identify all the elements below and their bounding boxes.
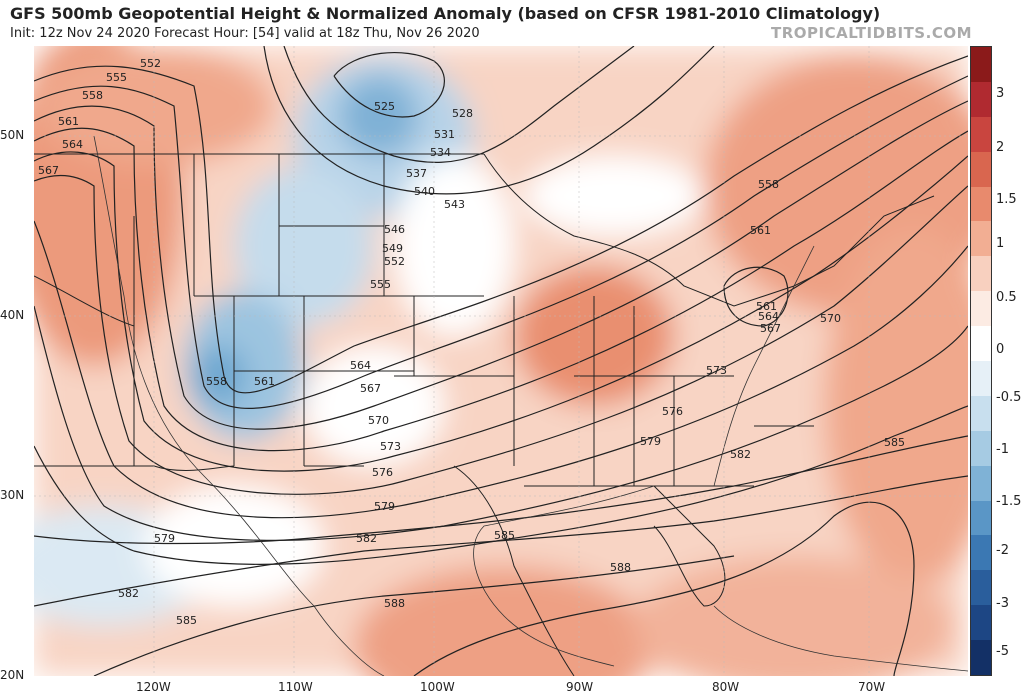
contour-label: 564	[62, 138, 83, 151]
colorbar-label: -5	[996, 644, 1009, 659]
lat-label: 30N	[0, 488, 25, 502]
contour-label: 579	[640, 435, 661, 448]
contour-label: 549	[382, 242, 403, 255]
colorbar-segment	[971, 570, 991, 606]
contour-label: 582	[730, 448, 751, 461]
colorbar-segment	[971, 151, 991, 187]
colorbar-segment	[971, 640, 991, 676]
colorbar-label: 1.5	[996, 192, 1017, 207]
lon-label: 100W	[420, 680, 455, 694]
colorbar-label: -0.5	[996, 390, 1022, 405]
contour-label: 579	[154, 532, 175, 545]
colorbar-label: -1.5	[996, 494, 1022, 509]
colorbar-segment	[971, 395, 991, 431]
lon-label: 80W	[712, 680, 740, 694]
contour-label: 555	[106, 71, 127, 84]
political-borders	[34, 153, 935, 676]
contour-label: 561	[254, 375, 275, 388]
brand-watermark: TROPICALTIDBITS.COM	[771, 24, 972, 42]
contour-label: 570	[820, 312, 841, 325]
contour-label: 564	[758, 310, 779, 323]
colorbar-segment	[971, 500, 991, 536]
contour-label: 585	[176, 614, 197, 627]
colorbar-label: 1	[996, 236, 1005, 251]
anomaly-colorbar	[970, 46, 992, 676]
colorbar-label: 0.5	[996, 290, 1017, 305]
lon-label: 90W	[566, 680, 594, 694]
colorbar-label: -2	[996, 543, 1009, 558]
contour-label: 534	[430, 146, 451, 159]
anomaly-shading	[34, 46, 968, 676]
contour-label: 567	[760, 322, 781, 335]
contour-label: 537	[406, 167, 427, 180]
colorbar-label: -1	[996, 442, 1009, 457]
contour-label: 582	[118, 587, 139, 600]
colorbar-segment	[971, 221, 991, 257]
colorbar-segment	[971, 361, 991, 396]
contour-label: 576	[372, 466, 393, 479]
contour-label: 525	[374, 100, 395, 113]
contour-label: 546	[384, 223, 405, 236]
contour-label: 582	[356, 532, 377, 545]
map-subtitle: Init: 12z Nov 24 2020 Forecast Hour: [54…	[10, 26, 480, 41]
colorbar-segment	[971, 256, 991, 292]
contour-label: 588	[610, 561, 631, 574]
graticule	[34, 46, 968, 676]
colorbar-segment	[971, 430, 991, 466]
contour-label: 531	[434, 128, 455, 141]
contour-labels: 552 555 558 561 564 567 525 528 531 534 …	[38, 57, 905, 627]
map-title: GFS 500mb Geopotential Height & Normaliz…	[10, 4, 881, 23]
colorbar-label: -3	[996, 596, 1009, 611]
contour-label: 576	[662, 405, 683, 418]
lat-label: 20N	[0, 668, 25, 682]
contour-label: 528	[452, 107, 473, 120]
colorbar-label: 3	[996, 86, 1005, 101]
contour-label: 585	[494, 529, 515, 542]
contour-label: 552	[384, 255, 405, 268]
colorbar-label: 2	[996, 140, 1005, 155]
colorbar-segment	[971, 186, 991, 222]
contour-label: 564	[350, 359, 371, 372]
colorbar-segment	[971, 291, 991, 327]
colorbar-label: 0	[996, 342, 1005, 357]
contour-label: 570	[368, 414, 389, 427]
contour-label: 573	[706, 364, 727, 377]
contour-label: 567	[360, 382, 381, 395]
contour-label: 561	[756, 300, 777, 313]
contour-label: 585	[884, 436, 905, 449]
weather-map: 552 555 558 561 564 567 525 528 531 534 …	[34, 46, 968, 676]
contour-label: 558	[206, 375, 227, 388]
colorbar-segment	[971, 535, 991, 571]
contour-label: 573	[380, 440, 401, 453]
contour-label: 561	[58, 115, 79, 128]
contour-label: 567	[38, 164, 59, 177]
colorbar-segment	[971, 47, 991, 82]
contour-label: 561	[750, 224, 771, 237]
contour-label: 558	[82, 89, 103, 102]
lon-label: 70W	[858, 680, 886, 694]
lat-label: 40N	[0, 308, 25, 322]
colorbar-segment	[971, 465, 991, 501]
contour-label: 555	[370, 278, 391, 291]
colorbar-segment	[971, 116, 991, 152]
lon-label: 110W	[278, 680, 313, 694]
contour-label: 558	[758, 178, 779, 191]
contour-label: 543	[444, 198, 465, 211]
lon-label: 120W	[136, 680, 171, 694]
contour-label: 540	[414, 185, 435, 198]
coastlines	[93, 135, 968, 676]
contour-label: 552	[140, 57, 161, 70]
colorbar-segment	[971, 326, 991, 362]
lat-label: 50N	[0, 128, 25, 142]
colorbar-segment	[971, 605, 991, 641]
colorbar-segment	[971, 81, 991, 117]
contour-label: 579	[374, 500, 395, 513]
contour-label: 588	[384, 597, 405, 610]
